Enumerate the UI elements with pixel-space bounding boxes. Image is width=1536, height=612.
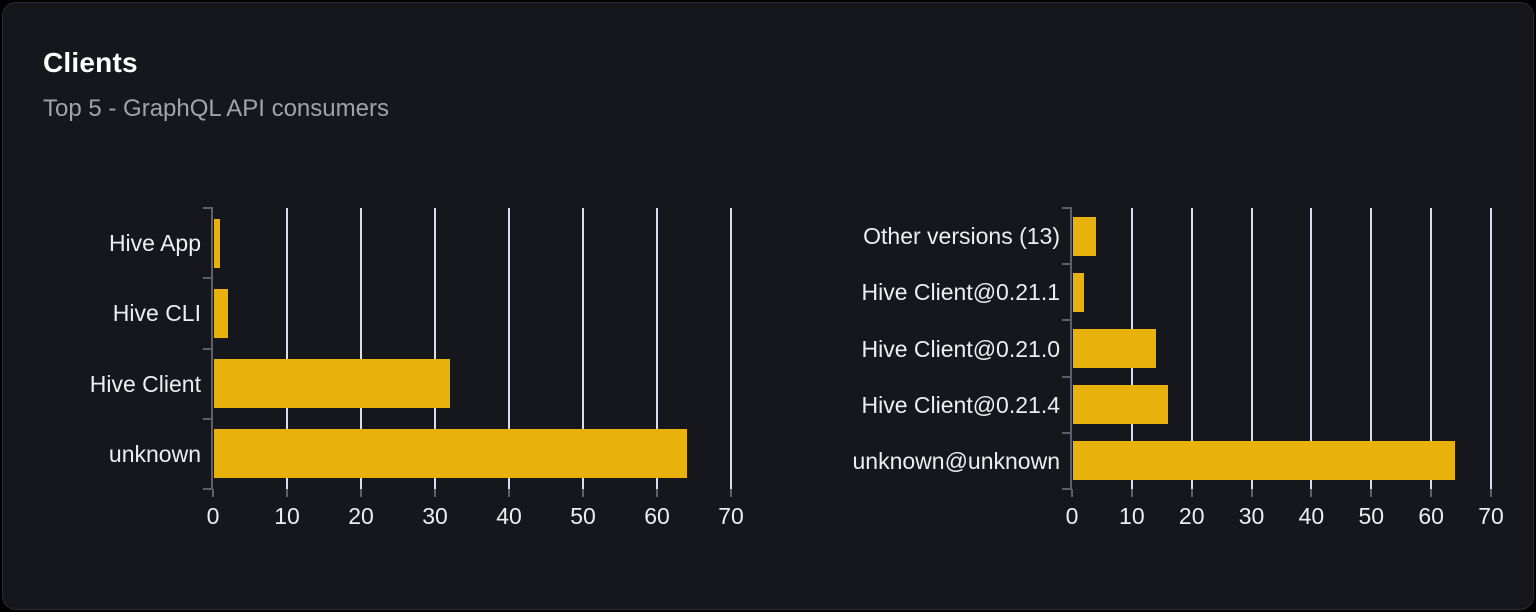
chart-bar: [1073, 217, 1096, 256]
x-tick-label: 50: [570, 503, 596, 529]
x-axis-tick: [1190, 489, 1193, 497]
x-axis-tick: [1130, 489, 1133, 497]
x-axis-tick: [1490, 489, 1492, 497]
x-tick-label: 30: [1238, 503, 1265, 529]
category-label: unknown@unknown: [852, 448, 1060, 474]
x-tick-label: 0: [1065, 503, 1079, 529]
x-axis-tick: [434, 489, 436, 497]
chart-bar: [214, 429, 687, 478]
category-label: unknown: [108, 441, 201, 467]
gridline-20: [1190, 208, 1193, 489]
x-tick-label: 40: [496, 503, 522, 529]
category-label: Other versions (13): [863, 223, 1060, 249]
x-tick-label: 20: [348, 503, 374, 529]
category-label: Hive CLI: [112, 300, 201, 326]
y-axis-tick: [203, 277, 211, 279]
gridline-10: [286, 208, 288, 489]
chart-bar: [214, 289, 228, 338]
card-title: Clients: [43, 47, 138, 78]
y-axis-tick: [203, 418, 211, 420]
x-tick-label: 10: [1119, 503, 1145, 529]
x-axis-tick: [656, 489, 658, 497]
x-tick-label: 60: [644, 503, 670, 529]
y-axis-tick: [1062, 376, 1070, 378]
x-axis-tick: [212, 489, 214, 497]
y-axis-line: [211, 207, 213, 490]
gridline-40: [1310, 208, 1313, 489]
y-axis-tick: [203, 488, 211, 490]
x-axis-tick: [730, 489, 732, 497]
x-tick-label: 30: [422, 503, 448, 529]
x-axis-tick: [1370, 489, 1373, 497]
x-tick-label: 10: [274, 503, 300, 529]
gridline-70: [730, 208, 732, 489]
x-tick-label: 70: [1478, 503, 1504, 529]
chart-bar: [214, 359, 450, 408]
x-tick-label: 20: [1178, 503, 1205, 529]
x-axis-tick: [508, 489, 510, 497]
x-axis-tick: [286, 489, 288, 497]
category-label: Hive App: [108, 230, 201, 256]
x-axis-tick: [1071, 489, 1073, 497]
x-axis-tick: [1250, 489, 1253, 497]
category-label: Hive Client: [89, 371, 201, 397]
category-label: Hive Client@0.21.1: [861, 279, 1061, 305]
y-axis-tick: [203, 348, 211, 350]
y-axis-tick: [1062, 432, 1070, 434]
gridline-20: [360, 208, 362, 489]
x-tick-label: 50: [1358, 503, 1385, 529]
category-label: Hive Client@0.21.0: [861, 336, 1061, 362]
chart-bar: [1073, 329, 1156, 368]
chart-bar: [1073, 441, 1455, 480]
x-tick-label: 40: [1298, 503, 1325, 529]
card-subtitle: Top 5 - GraphQL API consumers: [43, 95, 389, 122]
x-axis-tick: [360, 489, 362, 497]
chart-bar: [1073, 273, 1084, 312]
y-axis-tick: [203, 207, 211, 209]
y-axis-tick: [1062, 319, 1070, 321]
y-axis-line: [1070, 207, 1072, 490]
category-label: Hive Client@0.21.4: [861, 392, 1061, 418]
x-axis-tick: [1430, 489, 1433, 497]
y-axis-tick: [1062, 488, 1070, 490]
x-tick-label: 70: [718, 503, 744, 529]
gridline-30: [434, 208, 436, 489]
gridline-70: [1490, 208, 1492, 489]
x-tick-label: 0: [206, 503, 220, 529]
x-axis-tick: [582, 489, 584, 497]
x-axis-tick: [1310, 489, 1313, 497]
chart-bar: [214, 219, 220, 268]
gridline-50: [582, 208, 584, 489]
gridline-30: [1250, 208, 1253, 489]
gridline-40: [508, 208, 510, 489]
gridline-60: [1430, 208, 1433, 489]
y-axis-tick: [1062, 207, 1070, 209]
gridline-50: [1370, 208, 1373, 489]
y-axis-tick: [1062, 263, 1070, 265]
chart-bar: [1073, 385, 1168, 424]
gridline-60: [656, 208, 658, 489]
x-tick-label: 60: [1418, 503, 1444, 529]
